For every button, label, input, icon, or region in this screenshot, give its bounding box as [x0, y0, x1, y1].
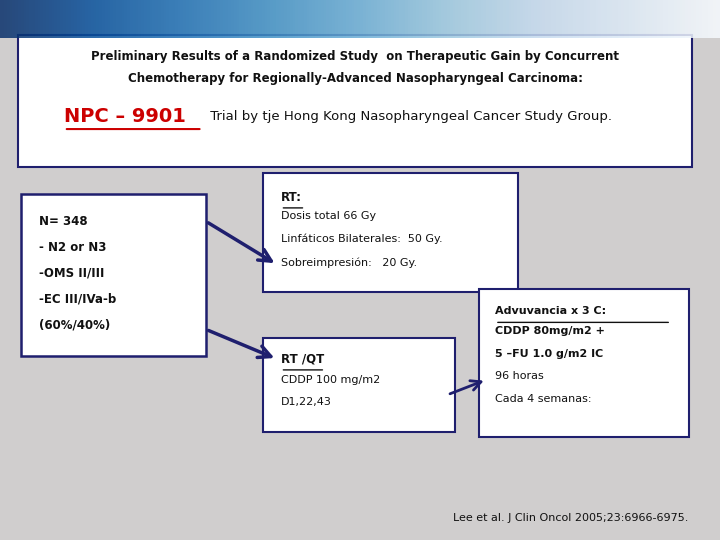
Text: 96 horas: 96 horas — [495, 372, 544, 381]
Text: Cada 4 semanas:: Cada 4 semanas: — [495, 394, 592, 404]
Text: - N2 or N3: - N2 or N3 — [39, 241, 107, 254]
Text: CDDP 80mg/m2 +: CDDP 80mg/m2 + — [495, 326, 605, 336]
Text: 5 –FU 1.0 g/m2 IC: 5 –FU 1.0 g/m2 IC — [495, 349, 603, 359]
Text: Trial by tje Hong Kong Nasopharyngeal Cancer Study Group.: Trial by tje Hong Kong Nasopharyngeal Ca… — [206, 110, 612, 123]
Text: -EC III/IVa-b: -EC III/IVa-b — [39, 293, 117, 306]
FancyBboxPatch shape — [22, 194, 206, 356]
Text: D1,22,43: D1,22,43 — [281, 397, 331, 407]
Text: RT /QT: RT /QT — [281, 353, 324, 366]
Text: Linfáticos Bilaterales:  50 Gy.: Linfáticos Bilaterales: 50 Gy. — [281, 234, 442, 245]
Text: -OMS II/III: -OMS II/III — [39, 267, 104, 280]
Text: Lee et al. J Clin Oncol 2005;23:6966-6975.: Lee et al. J Clin Oncol 2005;23:6966-697… — [454, 514, 689, 523]
Text: (60%/40%): (60%/40%) — [39, 319, 110, 332]
FancyBboxPatch shape — [263, 338, 454, 432]
FancyBboxPatch shape — [18, 35, 693, 167]
Text: N= 348: N= 348 — [39, 215, 88, 228]
Text: Chemotherapy for Regionally-Advanced Nasopharyngeal Carcinoma:: Chemotherapy for Regionally-Advanced Nas… — [127, 72, 582, 85]
Text: Dosis total 66 Gy: Dosis total 66 Gy — [281, 211, 376, 221]
Text: NPC – 9901: NPC – 9901 — [64, 106, 186, 126]
Text: Advuvancia x 3 C:: Advuvancia x 3 C: — [495, 306, 606, 315]
Text: CDDP 100 mg/m2: CDDP 100 mg/m2 — [281, 375, 379, 384]
Text: Preliminary Results of a Randomized Study  on Therapeutic Gain by Concurrent: Preliminary Results of a Randomized Stud… — [91, 50, 619, 63]
Text: RT:: RT: — [281, 191, 302, 204]
Text: Sobreimpresión:   20 Gy.: Sobreimpresión: 20 Gy. — [281, 257, 417, 268]
FancyBboxPatch shape — [263, 173, 518, 292]
FancyBboxPatch shape — [480, 289, 689, 437]
